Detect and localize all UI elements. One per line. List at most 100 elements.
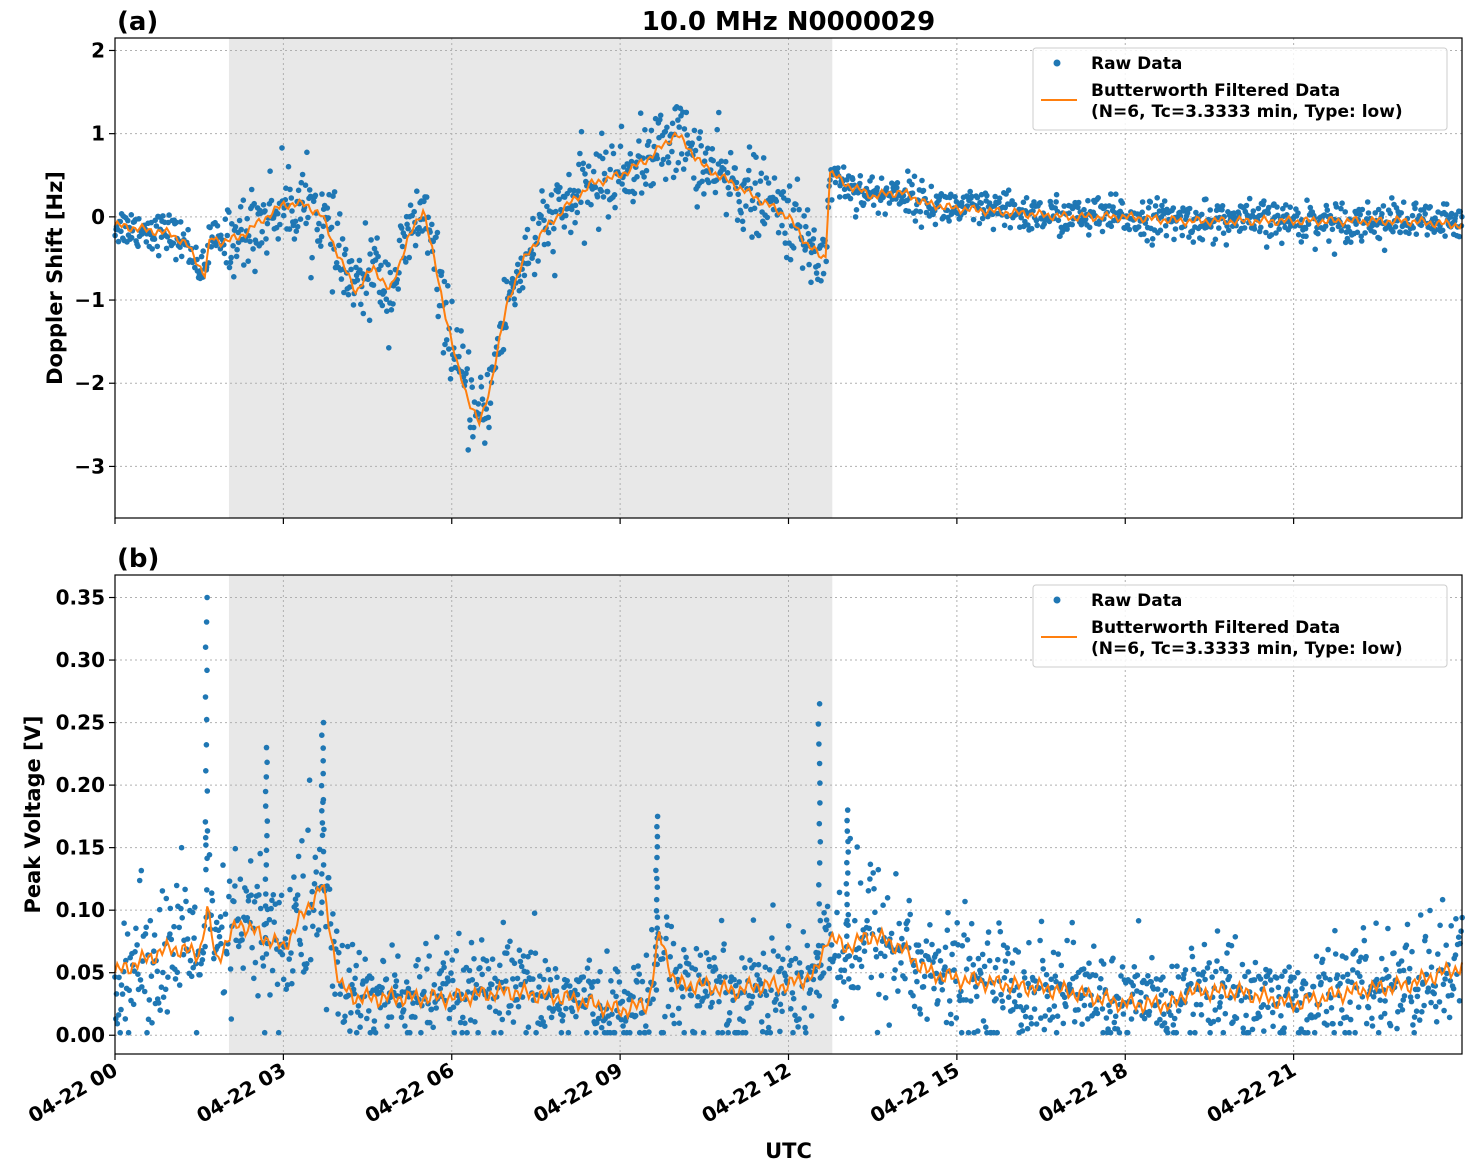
raw-data-point [143, 924, 149, 931]
raw-data-point [213, 919, 220, 926]
raw-data-point [177, 244, 183, 250]
raw-data-point [1319, 956, 1326, 963]
raw-data-point [820, 270, 827, 277]
raw-data-point [668, 986, 675, 993]
raw-data-point [517, 958, 524, 965]
raw-data-point [387, 269, 394, 276]
raw-data-point [1425, 985, 1432, 991]
raw-data-point [555, 188, 561, 195]
raw-data-point [984, 940, 991, 946]
raw-data-point [469, 384, 476, 391]
raw-data-point [421, 198, 427, 205]
raw-data-point [403, 259, 409, 265]
raw-data-point [843, 881, 850, 887]
raw-data-point [173, 219, 180, 226]
raw-data-point [834, 909, 840, 916]
x-tick-label: 04-22 06 [361, 1058, 459, 1128]
raw-data-point [947, 1011, 954, 1018]
raw-data-point [779, 222, 785, 229]
raw-data-point [245, 258, 251, 265]
raw-data-point [568, 229, 574, 236]
raw-data-point [634, 174, 640, 180]
raw-data-point [368, 975, 375, 981]
raw-data-point [438, 269, 445, 275]
raw-data-point [125, 217, 131, 224]
raw-data-point [1450, 985, 1457, 992]
raw-data-point [582, 171, 588, 177]
raw-data-point [1381, 1010, 1388, 1017]
raw-data-point [805, 230, 812, 237]
raw-data-point [700, 1029, 707, 1036]
raw-data-point [1200, 969, 1207, 975]
raw-data-point [1382, 998, 1388, 1004]
raw-data-point [1392, 224, 1399, 230]
raw-data-point [307, 956, 314, 963]
raw-data-point [235, 916, 241, 922]
raw-data-point [1291, 974, 1297, 981]
raw-data-point [226, 878, 233, 884]
raw-data-point [475, 1029, 481, 1036]
raw-data-point [128, 234, 135, 241]
raw-data-point [841, 967, 848, 974]
raw-data-point [746, 144, 753, 150]
raw-data-point [1280, 205, 1286, 212]
raw-data-point [958, 988, 964, 995]
raw-data-point [802, 1024, 808, 1031]
raw-data-point [1274, 975, 1280, 981]
raw-data-point [1110, 204, 1116, 210]
raw-data-point [1456, 998, 1463, 1004]
raw-data-point [1131, 964, 1138, 970]
raw-data-point [676, 1020, 683, 1026]
raw-data-point [654, 884, 661, 890]
raw-data-point [486, 424, 492, 431]
raw-data-point [1443, 211, 1449, 218]
raw-data-point [1222, 1010, 1229, 1017]
raw-data-point [1347, 999, 1353, 1005]
raw-data-point [1415, 986, 1421, 993]
raw-data-point [1249, 1026, 1256, 1033]
raw-data-point [1141, 1015, 1148, 1022]
raw-data-point [405, 225, 411, 232]
raw-data-point [214, 223, 221, 229]
raw-data-point [680, 994, 686, 1000]
raw-data-point [508, 280, 515, 286]
raw-data-point [1387, 1022, 1394, 1029]
raw-data-point [946, 218, 952, 224]
raw-data-point [818, 278, 824, 284]
raw-data-point [1329, 226, 1336, 233]
raw-data-point [595, 1015, 602, 1022]
raw-data-point [1269, 1009, 1276, 1016]
raw-data-point [292, 896, 299, 902]
raw-data-point [173, 256, 179, 263]
raw-data-point [145, 1016, 152, 1023]
raw-data-point [258, 240, 265, 246]
raw-data-point [872, 909, 878, 916]
raw-data-point [747, 957, 753, 963]
raw-data-point [133, 925, 139, 932]
raw-data-point [845, 922, 851, 928]
raw-data-point [525, 1024, 532, 1030]
raw-data-point [757, 178, 764, 184]
raw-data-point [192, 904, 198, 910]
raw-data-point [566, 171, 572, 178]
raw-data-point [975, 955, 982, 962]
raw-data-point [1432, 1003, 1439, 1010]
panel-b: 0.000.050.100.150.200.250.300.35 04-22 0… [21, 544, 1465, 1163]
raw-data-point [835, 165, 841, 171]
raw-data-point [1070, 939, 1077, 946]
raw-data-point [204, 667, 210, 674]
raw-data-point [1018, 1022, 1024, 1028]
raw-data-point [910, 962, 917, 969]
raw-data-point [167, 905, 174, 912]
raw-data-point [388, 1014, 395, 1020]
raw-data-point [1168, 990, 1175, 997]
raw-data-point [585, 163, 592, 169]
raw-data-point [1198, 1012, 1205, 1018]
raw-data-point [828, 942, 835, 948]
raw-data-point [871, 886, 877, 892]
x-tick-label: 04-22 12 [697, 1058, 795, 1128]
raw-data-point [720, 947, 727, 953]
raw-data-point [426, 953, 433, 959]
legend-raw-marker [1053, 596, 1061, 604]
raw-data-point [402, 233, 408, 240]
